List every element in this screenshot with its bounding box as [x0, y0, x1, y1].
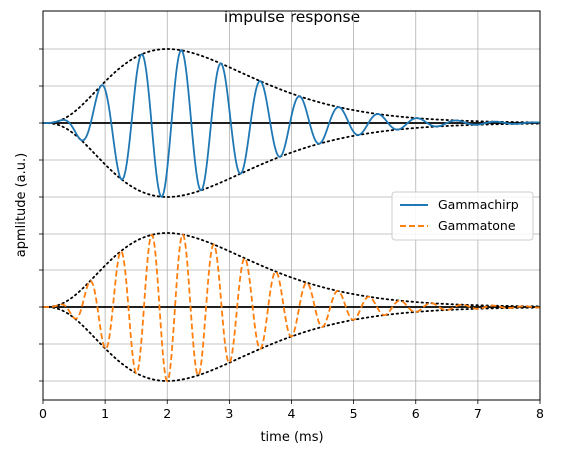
x-tick-label: 0	[39, 406, 47, 421]
x-tick-label: 6	[412, 406, 420, 421]
x-tick-label: 3	[225, 406, 233, 421]
x-tick-label: 8	[536, 406, 544, 421]
y-axis-label: apmlitude (a.u.)	[14, 153, 29, 257]
series-line-gammatone	[43, 233, 541, 382]
series-line-gammachirp	[43, 49, 541, 198]
envelope-lower-gammachirp	[42, 122, 541, 198]
legend-label-gammatone: Gammatone	[438, 218, 516, 233]
x-axis-ticks: 0 1 2 3 4 5 6 7 8	[39, 400, 544, 421]
legend: Gammachirp Gammatone	[391, 191, 534, 241]
envelope-upper-gammatone	[42, 232, 541, 308]
x-tick-label: 5	[350, 406, 358, 421]
x-tick-label: 1	[101, 406, 109, 421]
x-axis-label: time (ms)	[260, 430, 323, 445]
legend-label-gammachirp: Gammachirp	[438, 197, 519, 212]
y-axis-ticks	[39, 48, 43, 382]
x-tick-label: 4	[288, 406, 296, 421]
baselines	[43, 122, 540, 308]
x-tick-label: 7	[474, 406, 482, 421]
series-lines	[43, 49, 541, 382]
x-tick-label: 2	[163, 406, 171, 421]
chart-title: impulse response	[224, 8, 360, 26]
